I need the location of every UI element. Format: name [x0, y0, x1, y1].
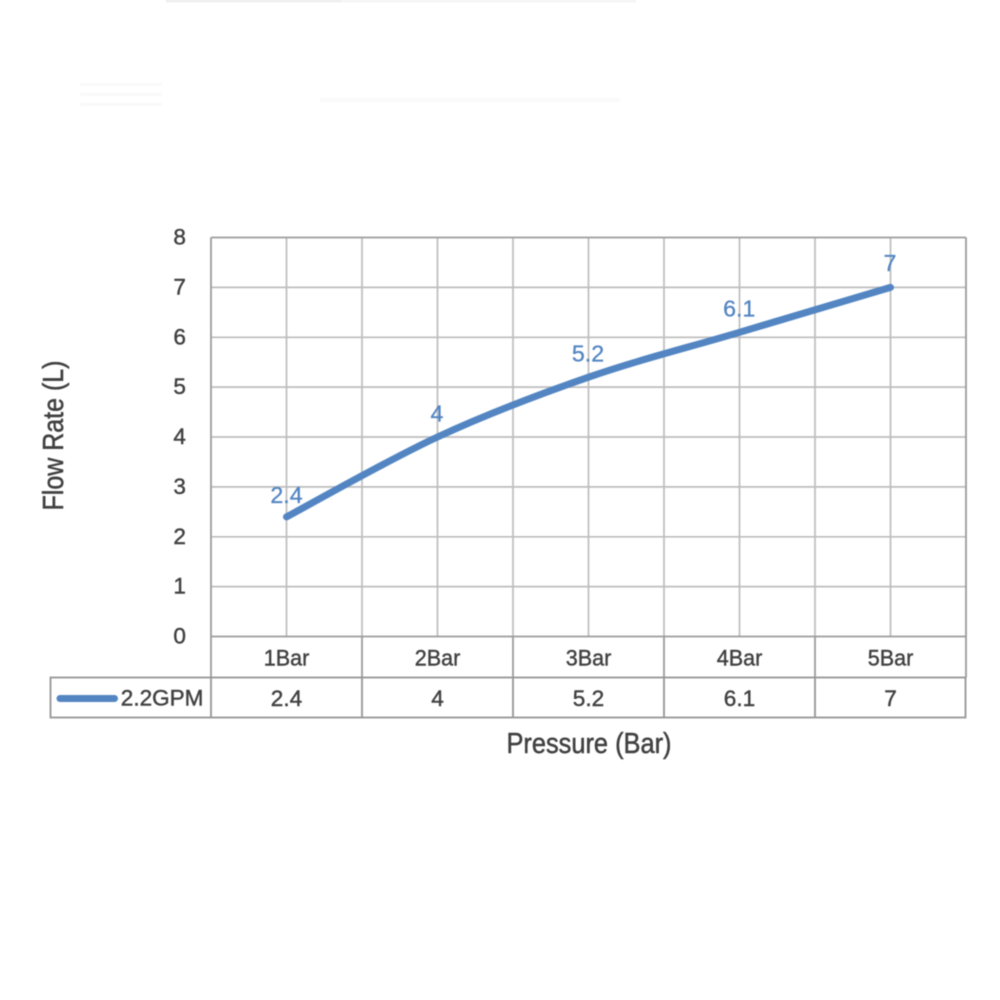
svg-text:5.2: 5.2	[572, 341, 604, 367]
svg-text:4: 4	[173, 424, 186, 449]
svg-text:1: 1	[173, 574, 186, 599]
svg-text:Flow Rate (L): Flow Rate (L)	[38, 361, 70, 511]
svg-text:5.2: 5.2	[573, 686, 604, 711]
svg-text:6.1: 6.1	[724, 686, 755, 711]
svg-text:0: 0	[173, 624, 186, 649]
svg-text:6.1: 6.1	[723, 296, 755, 322]
svg-text:2Bar: 2Bar	[415, 645, 461, 670]
svg-text:4: 4	[431, 686, 444, 711]
svg-text:7: 7	[884, 686, 897, 711]
svg-text:8: 8	[173, 225, 186, 250]
svg-text:1Bar: 1Bar	[264, 645, 310, 670]
svg-text:2.4: 2.4	[270, 482, 302, 508]
svg-text:3: 3	[173, 474, 186, 499]
svg-text:2.2GPM: 2.2GPM	[121, 686, 204, 711]
svg-text:5: 5	[173, 374, 186, 399]
svg-text:4: 4	[431, 401, 444, 427]
svg-text:7: 7	[173, 274, 186, 299]
svg-text:4Bar: 4Bar	[717, 645, 763, 670]
svg-text:2: 2	[173, 524, 186, 549]
svg-text:Pressure (Bar): Pressure (Bar)	[507, 728, 672, 760]
svg-text:6: 6	[173, 324, 186, 349]
svg-text:5Bar: 5Bar	[868, 645, 914, 670]
svg-text:7: 7	[884, 250, 897, 276]
svg-text:3Bar: 3Bar	[566, 645, 612, 670]
svg-text:2.4: 2.4	[271, 686, 302, 711]
